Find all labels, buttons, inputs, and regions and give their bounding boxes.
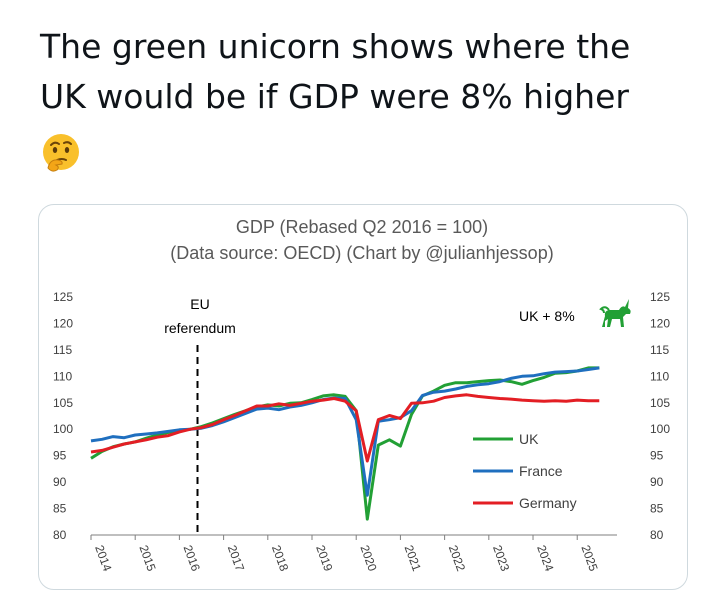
y-tick-label-right: 80 bbox=[650, 528, 664, 542]
tweet-text: The green unicorn shows where the UK wou… bbox=[40, 22, 700, 122]
y-tick-label-right: 105 bbox=[650, 396, 670, 410]
chart-subtitle: (Data source: OECD) (Chart by @julianhje… bbox=[170, 243, 553, 263]
legend-label-france: France bbox=[519, 463, 563, 479]
legend-label-uk: UK bbox=[519, 431, 539, 447]
y-tick-label-left: 105 bbox=[53, 396, 73, 410]
tweet-text-line-1: The green unicorn shows where the bbox=[40, 27, 631, 66]
x-tick-label: 2017 bbox=[225, 543, 247, 573]
x-tick-label: 2021 bbox=[402, 543, 424, 573]
chart-title: GDP (Rebased Q2 2016 = 100) bbox=[236, 217, 488, 237]
y-axis-right: 80 85 90 95 100 105 110 115 120 125 bbox=[650, 290, 670, 542]
x-tick-label: 2020 bbox=[357, 543, 379, 573]
x-tick-label: 2024 bbox=[534, 543, 556, 573]
eu-referendum-label-line-1: EU bbox=[190, 296, 209, 312]
x-axis: 2014 2015 2016 2017 2018 2019 2020 2021 2022 2023… bbox=[90, 534, 617, 573]
legend: UK France Germany bbox=[473, 431, 577, 511]
legend-label-germany: Germany bbox=[519, 495, 577, 511]
x-tick-label: 2018 bbox=[269, 543, 291, 573]
y-tick-label-right: 125 bbox=[650, 290, 670, 304]
gdp-chart: GDP (Rebased Q2 2016 = 100) (Data source… bbox=[53, 217, 670, 573]
tweet-text-line-2: UK would be if GDP were 8% higher bbox=[40, 77, 629, 116]
y-tick-label-right: 90 bbox=[650, 475, 664, 489]
y-tick-label-left: 120 bbox=[53, 316, 73, 330]
y-tick-label-right: 100 bbox=[650, 422, 670, 436]
x-tick-label: 2014 bbox=[92, 543, 114, 573]
x-tick-label: 2019 bbox=[313, 543, 335, 573]
y-tick-label-left: 80 bbox=[53, 528, 67, 542]
unicorn-icon bbox=[599, 299, 631, 327]
x-tick-label: 2023 bbox=[490, 543, 512, 573]
y-tick-label-left: 95 bbox=[53, 449, 67, 463]
y-tick-label-left: 125 bbox=[53, 290, 73, 304]
y-tick-label-right: 115 bbox=[650, 343, 669, 357]
x-tick-label: 2025 bbox=[578, 543, 600, 573]
series-line-france bbox=[90, 366, 600, 497]
x-tick-label: 2022 bbox=[446, 543, 468, 573]
y-tick-label-right: 110 bbox=[650, 369, 669, 383]
y-tick-label-left: 85 bbox=[53, 502, 67, 516]
y-tick-label-left: 110 bbox=[53, 369, 72, 383]
eu-referendum-label-line-2: referendum bbox=[164, 320, 236, 336]
y-tick-label-left: 90 bbox=[53, 475, 67, 489]
y-tick-label-right: 95 bbox=[650, 449, 664, 463]
x-tick-label: 2015 bbox=[136, 543, 158, 573]
y-tick-label-right: 120 bbox=[650, 316, 670, 330]
chart-card: GDP (Rebased Q2 2016 = 100) (Data source… bbox=[38, 204, 688, 590]
x-tick-label: 2016 bbox=[181, 543, 203, 573]
y-axis-left: 80 85 90 95 100 105 110 115 120 125 bbox=[53, 290, 73, 542]
y-tick-label-right: 85 bbox=[650, 502, 664, 516]
y-tick-label-left: 115 bbox=[53, 343, 72, 357]
series-line-germany bbox=[90, 393, 600, 463]
unicorn-label: UK + 8% bbox=[519, 308, 575, 324]
y-tick-label-left: 100 bbox=[53, 422, 73, 436]
series-lines bbox=[90, 366, 600, 521]
thinking-face-icon bbox=[43, 134, 79, 172]
